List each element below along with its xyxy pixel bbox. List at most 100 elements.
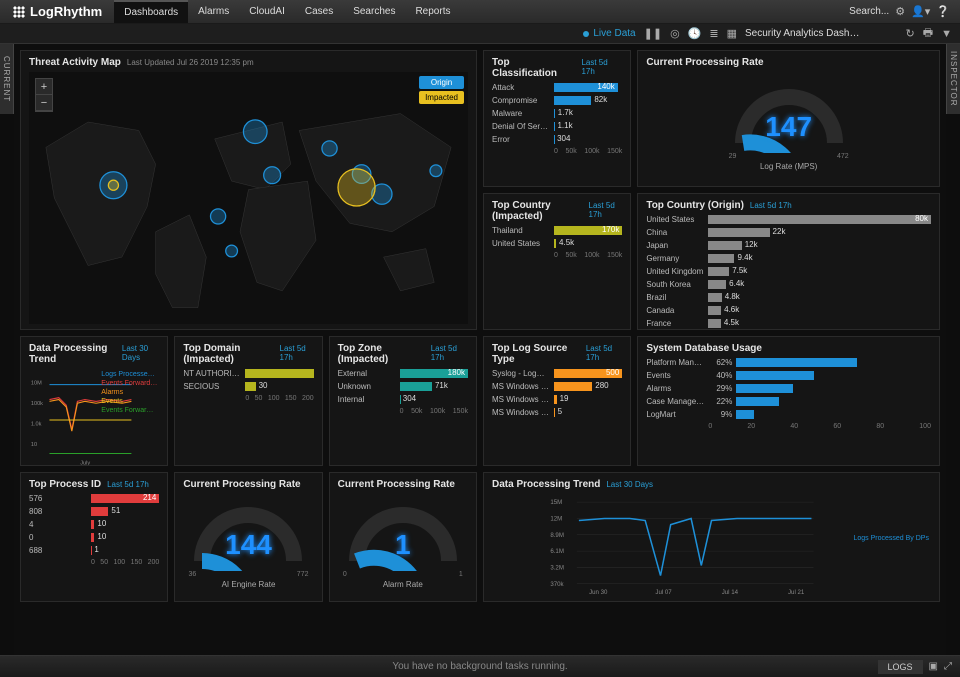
bar-row[interactable]: United States80k [646, 215, 931, 224]
pause-icon[interactable]: ❚❚ [644, 27, 662, 40]
logs-button[interactable]: LOGS [878, 660, 923, 674]
bar-row[interactable]: Alarms29% [646, 384, 931, 393]
card-title: Current Processing Rate [338, 479, 468, 490]
bar-row[interactable]: Events40% [646, 371, 931, 380]
nav-searches[interactable]: Searches [343, 0, 405, 23]
bar-row[interactable]: China22k [646, 228, 931, 237]
bar-row[interactable]: SECIOUS30 [183, 382, 313, 391]
brand-logo: LogRhythm [0, 4, 114, 19]
inspector-tab[interactable]: INSPECTOR [946, 44, 960, 114]
sliders-icon[interactable]: ⚙ [895, 5, 905, 18]
bar-row[interactable]: 010 [29, 533, 159, 542]
collapse-icon[interactable]: ▣ [929, 661, 938, 672]
cpr-log-card: Current Processing Rate14729472Log Rate … [637, 50, 940, 187]
bar-row[interactable]: 410 [29, 520, 159, 529]
dashboard-name[interactable]: Security Analytics Dash… [745, 28, 860, 39]
card-title: System Database Usage [646, 343, 931, 354]
world-map[interactable]: + − Origin Impacted [29, 72, 468, 324]
svg-text:12M: 12M [550, 516, 562, 523]
bar-row[interactable]: Case Managem…22% [646, 397, 931, 406]
nav-cases[interactable]: Cases [295, 0, 343, 23]
cpr-alarm-card: Current Processing Rate101Alarm Rate [329, 472, 477, 602]
bar-row[interactable]: 80851 [29, 507, 159, 516]
bar-row[interactable]: Platform Mana…62% [646, 358, 931, 367]
main-nav: DashboardsAlarmsCloudAICasesSearchesRepo… [114, 0, 460, 23]
db-usage-card: System Database Usage Platform Mana…62% Ev… [637, 336, 940, 466]
bar-row[interactable]: France4.5k [646, 319, 931, 328]
top-zone-card: Top Zone (Impacted)Last 5d 17hExternal18… [329, 336, 477, 466]
bar-row[interactable]: Brazil4.8k [646, 293, 931, 302]
bar-row[interactable]: MS Windows Ev…19 [492, 395, 622, 404]
current-case-tab[interactable]: CURRENT CASE [0, 44, 14, 114]
bar-row[interactable]: Error304 [492, 135, 622, 144]
bar-row[interactable]: 6881 [29, 546, 159, 555]
top-country-impacted-card: Top Country (Impacted)Last 5d 17h Thailan… [483, 193, 631, 330]
nav-alarms[interactable]: Alarms [188, 0, 239, 23]
svg-text:6.1M: 6.1M [550, 548, 564, 555]
bar-row[interactable]: Attack140k [492, 83, 622, 92]
timeline-icon[interactable]: ≣ [709, 27, 718, 40]
svg-text:July: July [80, 461, 90, 466]
chart-icon[interactable]: ▦ [727, 27, 737, 40]
target-icon[interactable]: ◎ [670, 27, 680, 40]
card-title: Top ClassificationLast 5d 17h [492, 57, 622, 79]
print-icon[interactable]: 🖶 [923, 24, 933, 43]
svg-text:10: 10 [31, 442, 37, 448]
bar-row[interactable]: Unknown71k [338, 382, 468, 391]
live-data-indicator[interactable]: Live Data [583, 28, 635, 39]
title-text: Threat Activity Map [29, 57, 121, 68]
title-sub: Last Updated Jul 26 2019 12:35 pm [127, 58, 254, 67]
search-link[interactable]: Search... [849, 6, 889, 17]
gauge: 144 [188, 501, 308, 571]
data-trend-small-card: Data Processing TrendLast 30 DaysLogs Pr… [20, 336, 168, 466]
threat-activity-map-card: Threat Activity Map Last Updated Jul 26 … [20, 50, 477, 330]
chart-legend: Logs Processe…Events Forward…AlarmsEvent… [101, 371, 157, 416]
bar-row[interactable]: Canada4.6k [646, 306, 931, 315]
expand-icon[interactable]: ⤢ [944, 661, 952, 672]
sub-toolbar: Live Data ❚❚ ◎ 🕓 ≣ ▦ Security Analytics … [0, 24, 960, 44]
bar-row[interactable]: Malware1.7k [492, 109, 622, 118]
top-process-card: Top Process IDLast 5d 17h576214808514100… [20, 472, 168, 602]
legend-origin: Origin [419, 76, 464, 89]
help-icon[interactable]: ❔ [936, 5, 950, 18]
clock-icon[interactable]: 🕓 [688, 27, 702, 40]
bar-row[interactable]: Thailand170k [492, 226, 622, 235]
card-title: Top Log Source TypeLast 5d 17h [492, 343, 622, 365]
user-icon[interactable]: 👤▾ [911, 5, 930, 18]
bar-row[interactable]: United States4.5k [492, 239, 622, 248]
top-right-controls: Search... ⚙ 👤▾ ❔ [849, 5, 960, 18]
refresh-icon[interactable]: ↻ [906, 27, 915, 40]
bar-row[interactable]: 576214 [29, 494, 159, 503]
bar-row[interactable]: LogMart9% [646, 410, 931, 419]
top-country-origin-card: Top Country (Origin)Last 5d 17hUnited St… [637, 193, 940, 330]
map-zoom-controls: + − [35, 78, 53, 112]
bar-row[interactable]: South Korea6.4k [646, 280, 931, 289]
top-classification-card: Top ClassificationLast 5d 17h Attack140k C… [483, 50, 631, 187]
nav-cloudai[interactable]: CloudAI [239, 0, 295, 23]
bar-row[interactable]: Compromise82k [492, 96, 622, 105]
bar-row[interactable]: External180k [338, 369, 468, 378]
svg-text:3.2M: 3.2M [550, 564, 564, 571]
bar-row[interactable]: Denial Of Servi…1.1k [492, 122, 622, 131]
svg-text:100k: 100k [31, 401, 43, 407]
svg-text:1.0k: 1.0k [31, 422, 42, 428]
bar-row[interactable]: MS Windows Ev…5 [492, 408, 622, 417]
zoom-out-button[interactable]: − [36, 95, 52, 111]
filter-icon[interactable]: ▼ [941, 28, 952, 40]
bar-row[interactable]: Japan12k [646, 241, 931, 250]
bar-row[interactable]: Syslog - LogRhy…500 [492, 369, 622, 378]
svg-text:Jun 30: Jun 30 [589, 589, 608, 596]
top-domain-card: Top Domain (Impacted)Last 5d 17hNT AUTHO… [174, 336, 322, 466]
bar-row[interactable]: Germany9.4k [646, 254, 931, 263]
bar-row[interactable]: United Kingdom7.5k [646, 267, 931, 276]
top-log-source-card: Top Log Source TypeLast 5d 17h Syslog - L… [483, 336, 631, 466]
bar-row[interactable]: NT AUTHORITY [183, 369, 313, 378]
bar-row[interactable]: Internal304 [338, 395, 468, 404]
nav-reports[interactable]: Reports [405, 0, 460, 23]
zoom-in-button[interactable]: + [36, 79, 52, 95]
card-title: Threat Activity Map Last Updated Jul 26 … [29, 57, 468, 68]
card-title: Top Country (Impacted)Last 5d 17h [492, 200, 622, 222]
dashboard-body: Threat Activity Map Last Updated Jul 26 … [14, 44, 946, 655]
bar-row[interactable]: MS Windows Ev…280 [492, 382, 622, 391]
nav-dashboards[interactable]: Dashboards [114, 0, 188, 23]
